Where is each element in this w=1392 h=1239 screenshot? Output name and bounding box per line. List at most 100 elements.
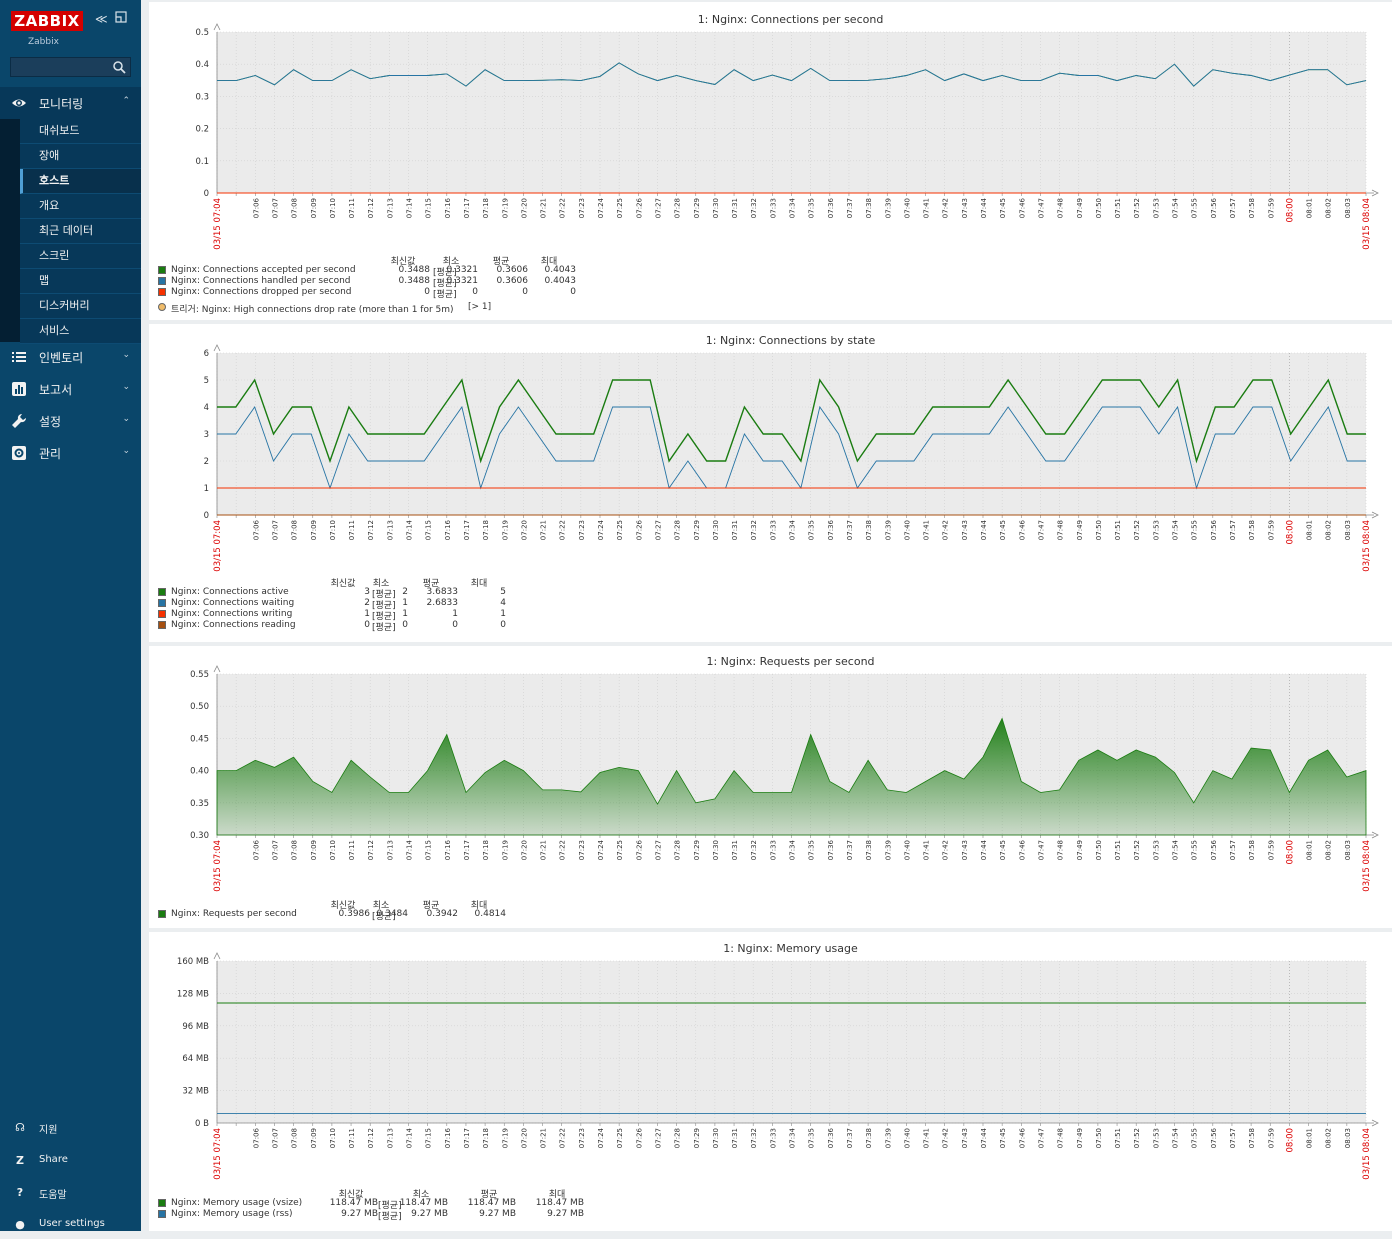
- zabbix-logo[interactable]: ZABBIX: [11, 11, 83, 31]
- x-tick-label: 08:01: [1306, 520, 1314, 540]
- x-tick-label: 07:22: [559, 1128, 567, 1148]
- submenu-item[interactable]: 장애: [20, 144, 141, 169]
- x-tick-label: 07:42: [942, 1128, 950, 1148]
- legend-value-min: 1: [402, 609, 408, 619]
- x-tick-label: 07:41: [923, 520, 931, 540]
- search-input[interactable]: [10, 57, 131, 77]
- search-icon[interactable]: [112, 60, 126, 74]
- x-tick-label: 07:58: [1248, 840, 1256, 860]
- user-settings-link[interactable]: ● User settings: [0, 1209, 141, 1239]
- x-tick-label: 07:44: [980, 197, 988, 218]
- menu-administration[interactable]: 관리 ⌄: [0, 437, 141, 469]
- legend-header-avg: 평균: [492, 257, 510, 267]
- x-tick-label: 07:47: [1037, 520, 1045, 540]
- legend-value-max: 5: [500, 587, 506, 597]
- menu-monitoring[interactable]: 모니터링 ⌃: [0, 87, 141, 119]
- x-tick-label: 07:52: [1133, 1128, 1141, 1148]
- x-tick-label: 07:34: [789, 519, 797, 540]
- y-axis-arrow: [213, 23, 221, 31]
- help-link[interactable]: ? 도움말: [0, 1177, 141, 1207]
- chevron-up-icon: ⌃: [122, 96, 130, 106]
- menu-configuration[interactable]: 설정 ⌄: [0, 405, 141, 437]
- y-tick-label: 3: [204, 430, 209, 440]
- x-tick-label: 07:07: [271, 1128, 279, 1148]
- y-tick-label: 0 B: [195, 1119, 209, 1129]
- x-tick-label: 07:35: [808, 520, 816, 540]
- menu-reports[interactable]: 보고서 ⌄: [0, 373, 141, 405]
- share-link[interactable]: Z Share: [0, 1145, 141, 1175]
- graph-panel-memory-usage: 1: Nginx: Memory usage 0 B 32 MB 64 MB 96 MB…: [149, 932, 1392, 1231]
- x-tick-label: 07:32: [750, 840, 758, 860]
- legend-value-avg: 0.3606: [496, 276, 529, 286]
- legend-swatch: [158, 288, 166, 296]
- legend-series-name: Nginx: Connections reading: [171, 620, 296, 630]
- x-tick-label: 07:23: [578, 1128, 586, 1148]
- legend-value-max: 1: [500, 609, 506, 619]
- submenu-item[interactable]: 서비스: [20, 319, 141, 344]
- x-tick-label: 07:55: [1191, 1128, 1199, 1148]
- submenu-item[interactable]: 대쉬보드: [20, 119, 141, 144]
- x-tick-label: 07:19: [501, 840, 509, 860]
- legend-value-last: 9.27 MB: [341, 1209, 378, 1219]
- x-tick-label: 07:41: [923, 198, 931, 218]
- x-tick-label: 08:03: [1344, 1128, 1352, 1148]
- x-tick-label: 07:42: [942, 520, 950, 540]
- legend-value-max: 4: [500, 598, 506, 608]
- x-tick-label: 07:40: [903, 198, 911, 218]
- x-tick-label: 07:43: [961, 840, 969, 860]
- x-tick-label: 07:18: [482, 840, 490, 860]
- x-tick-label: 08:02: [1325, 1128, 1333, 1148]
- x-tick-label: 08:02: [1325, 520, 1333, 540]
- x-tick-label: 07:21: [540, 840, 548, 860]
- x-tick-label: 07:10: [329, 520, 337, 540]
- x-tick-label: 07:54: [1172, 197, 1180, 218]
- legend-function: [평균]: [378, 1201, 402, 1211]
- legend-swatch: [158, 588, 166, 596]
- menu-inventory[interactable]: 인벤토리 ⌄: [0, 341, 141, 373]
- legend-value-max: 0.4043: [544, 265, 577, 275]
- x-tick-label: 08:03: [1344, 198, 1352, 218]
- x-tick-label: 07:25: [616, 840, 624, 860]
- x-tick-label: 07:33: [769, 1128, 777, 1148]
- x-axis-arrow: [1371, 189, 1379, 197]
- legend-value-min: 0.3321: [446, 276, 479, 286]
- x-tick-label: 07:07: [271, 198, 279, 218]
- kiosk-mode-icon[interactable]: [115, 11, 127, 26]
- x-tick-label: 03/15 07:04: [213, 198, 223, 250]
- submenu-item[interactable]: 맵: [20, 269, 141, 294]
- x-tick-label: 07:50: [1095, 198, 1103, 218]
- x-tick-label: 07:10: [329, 1128, 337, 1148]
- x-tick-label: 03/15 07:04: [213, 1128, 223, 1180]
- submenu-item[interactable]: 개요: [20, 194, 141, 219]
- submenu-item[interactable]: 디스커버리: [20, 294, 141, 319]
- submenu-item[interactable]: 스크린: [20, 244, 141, 269]
- legend-value-min: 1: [402, 598, 408, 608]
- x-tick-label: 07:39: [884, 840, 892, 860]
- legend-value-max: 0: [500, 620, 506, 630]
- x-tick-label: 08:01: [1306, 198, 1314, 218]
- x-tick-label: 07:31: [731, 520, 739, 540]
- legend-header-last: 최신값: [390, 257, 416, 267]
- x-tick-label: 07:59: [1267, 198, 1275, 218]
- legend-header-avg: 평균: [480, 1190, 498, 1200]
- x-tick-label: 07:16: [444, 1127, 452, 1148]
- x-tick-label: 07:22: [559, 840, 567, 860]
- x-tick-label: 07:39: [884, 520, 892, 540]
- collapse-sidebar-icon[interactable]: ≪: [95, 12, 108, 26]
- x-tick-label: 07:21: [540, 198, 548, 218]
- legend-value-avg: 0: [522, 287, 528, 297]
- x-axis-arrow: [1371, 511, 1379, 519]
- support-link[interactable]: ☊ 지원: [0, 1112, 141, 1142]
- x-tick-label: 07:24: [597, 519, 605, 540]
- x-tick-label: 07:45: [999, 198, 1007, 218]
- x-tick-label: 07:58: [1248, 198, 1256, 218]
- legend-function: [평균]: [433, 290, 457, 300]
- x-tick-label: 07:30: [712, 1128, 720, 1148]
- x-tick-label: 07:54: [1172, 519, 1180, 540]
- legend-value-last: 0.3986: [338, 909, 371, 919]
- x-tick-label: 07:47: [1037, 198, 1045, 218]
- x-axis-arrow: [1371, 831, 1379, 839]
- x-tick-label: 07:26: [635, 839, 643, 860]
- submenu-item[interactable]: 최근 데이터: [20, 219, 141, 244]
- submenu-item[interactable]: 호스트: [20, 169, 141, 194]
